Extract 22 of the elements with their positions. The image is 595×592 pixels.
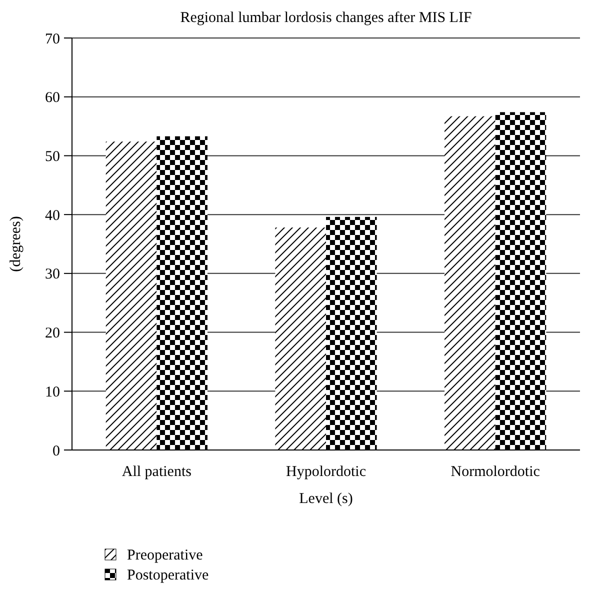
y-tick-label: 50 — [45, 148, 60, 165]
bar — [275, 228, 326, 450]
y-tick-label: 60 — [45, 90, 60, 106]
y-tick-label: 10 — [45, 384, 60, 400]
bar — [444, 116, 496, 450]
y-tick-label: 20 — [45, 326, 60, 342]
x-tick-label: Hypolordotic — [286, 464, 366, 480]
legend-label: Postoperative — [127, 568, 209, 584]
y-tick-label: 30 — [45, 266, 60, 283]
y-axis-title: (degrees) — [8, 216, 24, 272]
legend-label: Preoperative — [127, 548, 204, 564]
y-tick-label: 70 — [45, 31, 60, 48]
chart-title: Regional lumbar lordosis changes after MIS LIF — [180, 10, 472, 26]
bar — [495, 112, 546, 450]
x-tick-label: Normolordotic — [450, 464, 540, 480]
bar — [156, 136, 208, 450]
x-axis-title: Level (s) — [299, 491, 353, 507]
x-tick-label: All patients — [122, 464, 192, 480]
y-tick-label: 40 — [45, 208, 60, 224]
bar — [326, 216, 377, 450]
bar — [106, 142, 157, 450]
y-tick-label: 0 — [52, 443, 60, 460]
